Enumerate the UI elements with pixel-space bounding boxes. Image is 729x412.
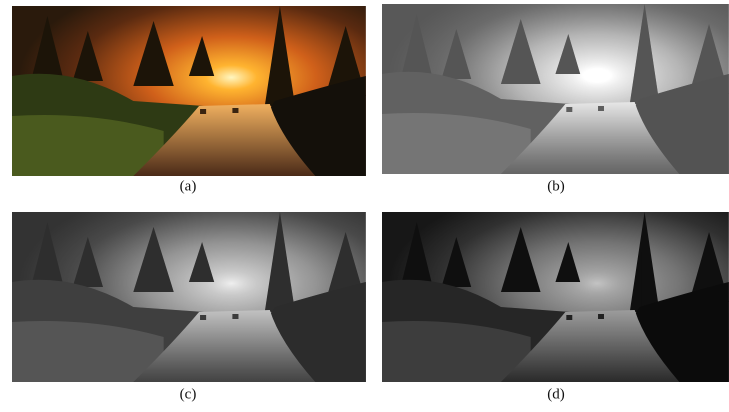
- caption: (d): [547, 386, 565, 402]
- image-c: [12, 212, 366, 382]
- caption: (b): [547, 178, 565, 194]
- figure: (a) (b) (c) (d): [0, 0, 729, 407]
- image-a: [12, 6, 366, 176]
- caption: (a): [180, 178, 197, 194]
- image-b: [382, 4, 729, 174]
- image-d: [382, 212, 729, 382]
- caption: (c): [180, 386, 197, 402]
